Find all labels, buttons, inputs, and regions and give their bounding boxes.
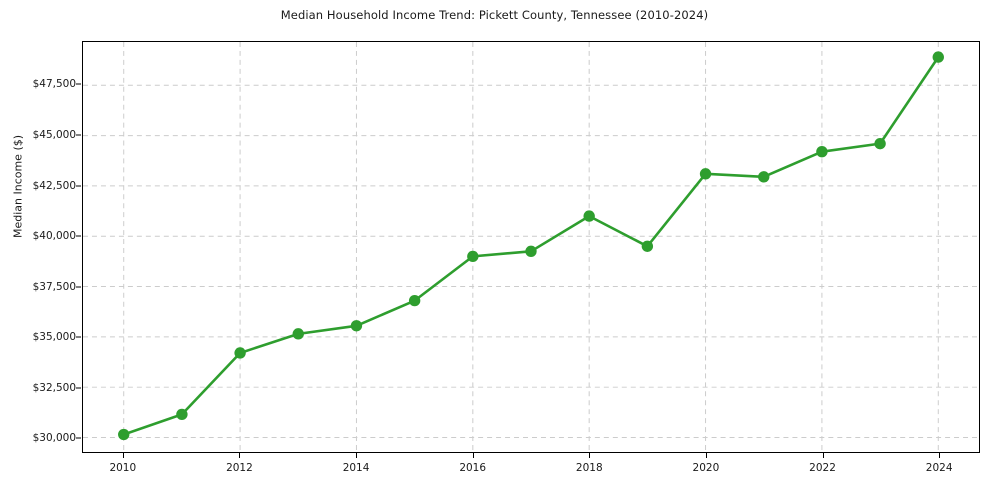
x-axis-tick-labels: 2010 2012 2014 2016 2018 2020 2022 2024 (82, 453, 980, 483)
data-point-marker[interactable] (525, 245, 537, 258)
data-point-marker[interactable] (234, 347, 246, 359)
y-axis-tick-mark (76, 336, 81, 338)
y-axis-tick-label: $47,500 (32, 78, 76, 91)
data-point-marker[interactable] (292, 328, 304, 340)
x-axis-tick-mark (939, 453, 941, 458)
chart-title: Median Household Income Trend: Pickett C… (280, 8, 709, 22)
y-axis-tick-mark (76, 387, 81, 389)
data-point-marker[interactable] (118, 428, 130, 441)
x-axis-tick-mark (705, 453, 707, 458)
data-point-marker[interactable] (699, 168, 712, 180)
x-axis-tick-label: 2018 (575, 462, 603, 474)
y-axis-tick-label: $37,500 (32, 280, 76, 293)
data-point-marker[interactable] (758, 171, 770, 183)
data-point-marker[interactable] (583, 210, 595, 222)
x-axis-tick-mark (472, 453, 474, 458)
y-axis-tick-mark (76, 437, 81, 439)
plot-area (82, 41, 980, 453)
grid-lines (83, 42, 979, 452)
data-point-marker[interactable] (874, 137, 886, 150)
x-axis-tick-label: 2020 (692, 462, 720, 474)
y-axis-tick-label: $42,500 (32, 179, 76, 192)
y-axis-tick-label: $30,000 (32, 432, 76, 445)
x-axis-tick-label: 2012 (226, 462, 253, 474)
y-axis-tick-label: $35,000 (32, 331, 76, 344)
x-axis-tick-mark (589, 453, 591, 458)
y-axis-tick-label: $32,500 (32, 381, 76, 394)
y-axis-tick-labels: $30,000 $32,500 $35,000 $37,500 $40,000 $42,5… (0, 41, 82, 453)
data-point-marker[interactable] (641, 240, 654, 252)
x-axis-tick-label: 2022 (809, 462, 836, 474)
y-axis-tick-mark (76, 286, 81, 288)
y-axis-tick-mark (76, 235, 81, 237)
data-point-marker[interactable] (176, 408, 188, 421)
x-axis-tick-mark (356, 453, 358, 458)
data-point-marker[interactable] (350, 320, 363, 332)
data-point-marker[interactable] (816, 146, 828, 158)
x-axis-tick-label: 2024 (925, 462, 953, 474)
y-axis-tick-label: $45,000 (32, 129, 76, 142)
data-point-marker[interactable] (467, 250, 479, 263)
x-axis-tick-mark (822, 453, 824, 458)
y-axis-tick-mark (76, 83, 81, 85)
y-axis-tick-mark (76, 185, 81, 187)
x-axis-tick-label: 2014 (342, 462, 370, 474)
x-axis-tick-mark (239, 453, 241, 458)
y-axis-tick-label: $40,000 (32, 230, 76, 243)
x-axis-tick-mark (122, 453, 124, 458)
line-series-median-income (118, 51, 944, 441)
data-point-marker[interactable] (932, 51, 944, 63)
y-axis-tick-mark (76, 134, 81, 136)
x-axis-tick-label: 2016 (459, 462, 487, 474)
x-axis-tick-label: 2010 (109, 462, 137, 474)
data-point-marker[interactable] (408, 294, 421, 307)
